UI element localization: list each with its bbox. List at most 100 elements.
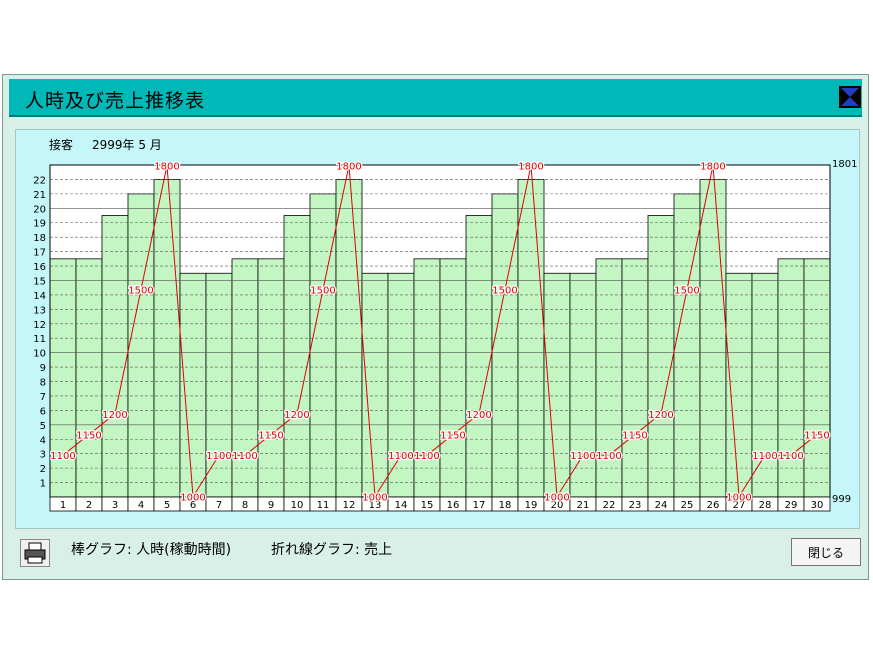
- bar: [491, 193, 519, 498]
- x-tick-label: 7: [216, 500, 222, 511]
- line-data-label: 1200: [102, 410, 127, 421]
- printer-icon: [24, 542, 46, 564]
- y-tick-label: 6: [40, 406, 46, 417]
- y-tick-label: 12: [33, 320, 46, 331]
- x-tick-label: 6: [190, 500, 196, 511]
- x-tick-label: 12: [343, 500, 356, 511]
- window-title: 人時及び売上推移表: [25, 90, 206, 112]
- x-tick-label: 23: [629, 500, 642, 511]
- bar: [75, 258, 103, 498]
- chart-window: 人時及び売上推移表 接客 2999年 5 月 1 2 3 4 5 6 7 8 9 10 11 12 13…: [2, 74, 869, 580]
- y-tick-label: 7: [40, 392, 46, 403]
- close-button[interactable]: 閉じる: [791, 538, 861, 566]
- bar: [647, 215, 675, 498]
- x-tick-label: 22: [603, 500, 616, 511]
- bar: [101, 215, 129, 498]
- x-tick-label: 25: [681, 500, 694, 511]
- close-icon[interactable]: [839, 86, 861, 108]
- x-tick-label: 19: [525, 500, 538, 511]
- y-tick-label: 8: [40, 378, 46, 389]
- period-label: 2999年 5 月: [92, 138, 162, 152]
- y-tick-label: 2: [40, 464, 46, 475]
- right-axis-min-label: 999: [832, 494, 851, 505]
- sales-line: [62, 165, 818, 499]
- line-data-label: 1500: [128, 286, 153, 297]
- x-tick-label: 2: [86, 500, 92, 511]
- bar: [387, 272, 415, 498]
- y-tick-label: 9: [40, 363, 46, 374]
- bar: [309, 193, 337, 498]
- bar: [569, 272, 597, 498]
- x-tick-label: 11: [317, 500, 330, 511]
- x-tick-label: 30: [811, 500, 824, 511]
- bar: [803, 258, 831, 498]
- y-tick-label: 10: [33, 349, 46, 360]
- y-tick-label: 4: [40, 435, 46, 446]
- x-tick-label: 24: [655, 500, 668, 511]
- category-label: 接客: [49, 138, 74, 152]
- line-data-label: 1100: [570, 451, 595, 462]
- close-icon-glyph: [841, 88, 859, 106]
- y-tick-label: 1: [40, 479, 46, 490]
- line-data-label: 1000: [544, 493, 569, 504]
- line-data-label: 1200: [466, 410, 491, 421]
- line-data-label: 1150: [76, 430, 101, 441]
- y-tick-label: 19: [33, 219, 46, 230]
- line-data-label: 1800: [518, 161, 543, 172]
- x-tick-label: 4: [138, 500, 144, 511]
- bar: [751, 272, 779, 498]
- y-tick-label: 18: [33, 233, 46, 244]
- line-data-label: 1100: [388, 451, 413, 462]
- line-data-label: 1000: [180, 493, 205, 504]
- y-tick-label: 11: [33, 334, 46, 345]
- y-tick-label: 17: [33, 248, 46, 259]
- line-data-label: 1000: [362, 493, 387, 504]
- x-tick-label: 8: [242, 500, 248, 511]
- bar: [257, 258, 285, 498]
- line-data-label: 1500: [492, 286, 517, 297]
- x-tick-label: 26: [707, 500, 720, 511]
- line-data-label: 1500: [674, 286, 699, 297]
- line-data-label: 1800: [700, 161, 725, 172]
- x-tick-label: 10: [291, 500, 304, 511]
- x-tick-label: 20: [551, 500, 564, 511]
- x-tick-label: 16: [447, 500, 460, 511]
- line-data-label: 1100: [752, 451, 777, 462]
- x-tick-label: 18: [499, 500, 512, 511]
- title-bar: 人時及び売上推移表: [9, 79, 862, 117]
- x-tick-label: 15: [421, 500, 434, 511]
- print-button[interactable]: [20, 539, 50, 567]
- y-tick-label: 16: [33, 262, 46, 273]
- x-tick-label: 5: [164, 500, 170, 511]
- line-data-label: 1100: [778, 451, 803, 462]
- x-tick-label: 27: [733, 500, 746, 511]
- chart-panel: 接客 2999年 5 月 1 2 3 4 5 6 7 8 9 10 11 12 13 14 15 16 17 18…: [15, 129, 860, 529]
- y-tick-label: 3: [40, 450, 46, 461]
- y-tick-label: 14: [33, 291, 46, 302]
- line-data-label: 1150: [804, 430, 829, 441]
- x-tick-label: 9: [268, 500, 274, 511]
- y-tick-label: 21: [33, 190, 46, 201]
- y-tick-label: 13: [33, 305, 46, 316]
- bar: [49, 258, 77, 498]
- line-data-label: 1800: [154, 161, 179, 172]
- x-tick-label: 21: [577, 500, 590, 511]
- bar: [335, 179, 363, 498]
- bar: [673, 193, 701, 498]
- line-data-label: 1800: [336, 161, 361, 172]
- x-tick-label: 29: [785, 500, 798, 511]
- bar: [413, 258, 441, 498]
- x-tick-label: 14: [395, 500, 408, 511]
- bar: [777, 258, 805, 498]
- y-tick-label: 20: [33, 204, 46, 215]
- line-data-label: 1100: [206, 451, 231, 462]
- bar: [465, 215, 493, 498]
- y-tick-label: 5: [40, 421, 46, 432]
- bar: [621, 258, 649, 498]
- x-tick-label: 13: [369, 500, 382, 511]
- line-data-label: 1150: [622, 430, 647, 441]
- line-data-label: 1150: [440, 430, 465, 441]
- right-axis-max-label: 1801: [832, 159, 857, 170]
- line-data-label: 1100: [596, 451, 621, 462]
